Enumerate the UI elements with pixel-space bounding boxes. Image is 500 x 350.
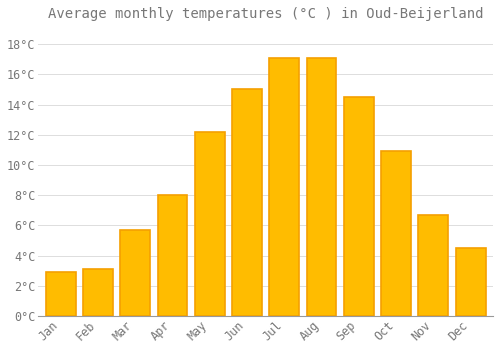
Bar — [46, 272, 76, 316]
Bar — [195, 132, 224, 316]
Bar — [418, 215, 448, 316]
Bar — [83, 269, 113, 316]
Bar — [270, 58, 299, 316]
Bar — [381, 151, 411, 316]
Bar — [158, 195, 188, 316]
Bar — [456, 248, 486, 316]
Bar — [306, 58, 336, 316]
Bar — [120, 230, 150, 316]
Bar — [344, 97, 374, 316]
Bar — [232, 90, 262, 316]
Title: Average monthly temperatures (°C ) in Oud-Beijerland: Average monthly temperatures (°C ) in Ou… — [48, 7, 484, 21]
